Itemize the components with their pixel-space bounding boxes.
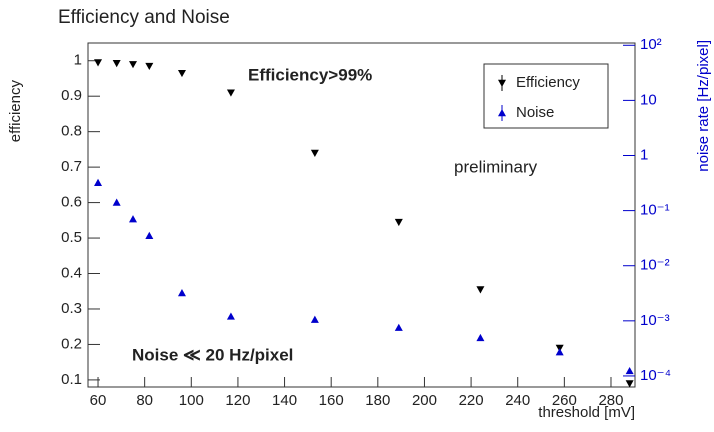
- x-tick-label: 220: [459, 392, 484, 409]
- y2-tick-label: 10⁻²: [640, 257, 670, 274]
- y2-tick-label: 10: [640, 91, 657, 108]
- marker: [226, 312, 235, 320]
- marker: [177, 288, 186, 297]
- x-tick-label: 140: [272, 392, 297, 409]
- x-tick-label: 280: [598, 392, 623, 409]
- y-tick-label: 0.3: [61, 300, 82, 317]
- marker: [476, 286, 485, 294]
- marker: [145, 62, 154, 71]
- annotation: preliminary: [454, 157, 538, 176]
- x-tick-label: 60: [90, 392, 107, 409]
- chart-title: Efficiency and Noise: [58, 7, 230, 28]
- marker: [129, 61, 138, 69]
- legend-label: Efficiency: [516, 74, 580, 91]
- x-tick-label: 160: [319, 392, 344, 409]
- marker: [625, 380, 634, 388]
- y-tick-label: 0.9: [61, 87, 82, 104]
- marker: [145, 231, 154, 239]
- y2-tick-label: 10⁻¹: [640, 202, 670, 219]
- plot-frame: [87, 42, 636, 388]
- y-tick-label: 0.8: [61, 123, 82, 140]
- annotation: Efficiency>99%: [248, 65, 372, 84]
- y-axis-label: efficiency: [7, 80, 24, 143]
- legend: [483, 63, 609, 129]
- marker: [177, 69, 186, 78]
- marker: [112, 60, 121, 68]
- marker: [112, 198, 121, 206]
- x-tick-label: 80: [136, 392, 153, 409]
- x-tick-label: 260: [552, 392, 577, 409]
- x-tick-label: 200: [412, 392, 437, 409]
- marker: [310, 315, 319, 323]
- marker: [310, 149, 319, 157]
- x-tick-label: 100: [179, 392, 204, 409]
- x-axis-label: threshold [mV]: [538, 404, 635, 421]
- y-tick-label: 0.2: [61, 335, 82, 352]
- y-tick-label: 0.1: [61, 371, 82, 388]
- marker: [94, 178, 103, 186]
- marker: [226, 89, 235, 97]
- y-tick-label: 0.4: [61, 264, 82, 281]
- y-tick-label: 0.7: [61, 158, 82, 175]
- marker: [394, 323, 403, 331]
- marker: [476, 333, 485, 342]
- marker: [394, 218, 403, 227]
- y-tick-label: 1: [74, 52, 82, 69]
- y-tick-label: 0.6: [61, 194, 82, 211]
- marker: [129, 215, 138, 223]
- y2-tick-label: 10²: [640, 36, 662, 53]
- legend-marker: [498, 79, 506, 87]
- y2-axis-label: noise rate [Hz/pixel]: [695, 40, 712, 172]
- legend-label: Noise: [516, 104, 554, 121]
- y2-tick-label: 10⁻⁴: [640, 367, 671, 384]
- y2-tick-label: 10⁻³: [640, 312, 670, 329]
- annotation: Noise ≪ 20 Hz/pixel: [132, 345, 293, 364]
- marker: [625, 366, 634, 375]
- x-tick-label: 180: [365, 392, 390, 409]
- y2-tick-label: 1: [640, 146, 648, 163]
- marker: [555, 348, 564, 356]
- legend-marker: [498, 109, 506, 117]
- y-tick-label: 0.5: [61, 229, 82, 246]
- x-tick-label: 240: [505, 392, 530, 409]
- marker: [94, 59, 103, 67]
- x-tick-label: 120: [225, 392, 250, 409]
